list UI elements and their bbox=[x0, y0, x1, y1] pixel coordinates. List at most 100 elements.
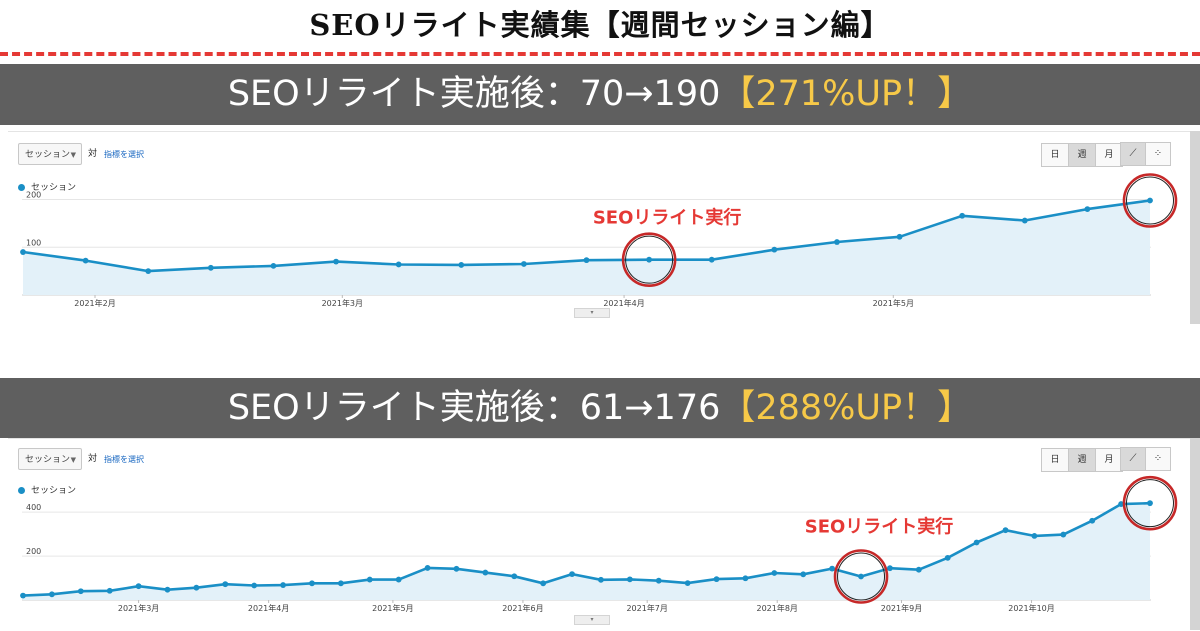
select-metric-link[interactable]: 指標を選択 bbox=[104, 455, 144, 464]
banner-2-highlight: 【288%UP！】 bbox=[720, 388, 973, 428]
data-point bbox=[164, 586, 171, 593]
scrollbar-2[interactable] bbox=[1190, 438, 1200, 630]
metric-select-label: セッション bbox=[25, 150, 71, 160]
data-point bbox=[834, 239, 840, 245]
data-point bbox=[1147, 500, 1153, 507]
legend-dot bbox=[18, 184, 25, 191]
chart-type-toggle: ⟋ ⁘ bbox=[1120, 447, 1171, 471]
x-tick-label: 2021年10月 bbox=[1008, 603, 1055, 613]
x-tick-label: 2021年6月 bbox=[502, 603, 543, 613]
x-tick-label: 2021年5月 bbox=[372, 603, 413, 613]
motion-chart-icon[interactable]: ⁘ bbox=[1145, 447, 1171, 471]
data-point bbox=[1031, 532, 1038, 539]
line-chart-icon[interactable]: ⟋ bbox=[1120, 142, 1146, 166]
data-point bbox=[800, 571, 807, 578]
data-point bbox=[959, 212, 966, 219]
series-area bbox=[23, 200, 1150, 295]
x-tick-label: 2021年4月 bbox=[248, 603, 289, 613]
highlight-circle bbox=[1122, 173, 1178, 228]
legend-dot bbox=[18, 487, 25, 494]
data-point bbox=[511, 573, 518, 580]
data-point bbox=[742, 575, 749, 582]
view-week-button[interactable]: 週 bbox=[1068, 143, 1096, 167]
data-point bbox=[77, 588, 84, 595]
data-point bbox=[944, 554, 951, 561]
scrollbar-1[interactable] bbox=[1190, 131, 1200, 324]
series-line bbox=[22, 501, 1151, 597]
data-point bbox=[20, 249, 26, 255]
x-tick-label: 2021年3月 bbox=[322, 298, 363, 308]
title-divider bbox=[0, 52, 1200, 56]
data-point bbox=[684, 580, 691, 586]
data-point bbox=[540, 580, 547, 587]
view-day-button[interactable]: 日 bbox=[1041, 448, 1069, 472]
y-tick-label: 200 bbox=[26, 191, 41, 200]
chart-type-toggle: ⟋ ⁘ bbox=[1120, 142, 1171, 166]
data-point bbox=[708, 256, 715, 263]
highlight-circle-inner bbox=[625, 235, 674, 284]
banner-1-highlight: 【271%UP！】 bbox=[720, 74, 973, 114]
view-month-button[interactable]: 月 bbox=[1095, 143, 1123, 167]
highlight-circle-inner bbox=[1126, 479, 1174, 528]
metric-select[interactable]: セッション ▼ bbox=[18, 448, 82, 470]
x-tick-label: 2021年9月 bbox=[881, 603, 922, 613]
data-point bbox=[569, 571, 575, 577]
data-point bbox=[1060, 531, 1067, 538]
highlight-circle-inner bbox=[837, 552, 886, 601]
y-tick-label: 400 bbox=[26, 503, 41, 512]
legend: セッション bbox=[18, 483, 76, 496]
analytics-panel-1: セッション ▼ 対 指標を選択 セッション 日 週 月 ⟋ ⁘ 200 100 20… bbox=[8, 131, 1190, 325]
y-tick-label: 100 bbox=[26, 238, 41, 247]
series-area bbox=[23, 503, 1150, 600]
session-chart-1: 200 100 2021年2月 2021年3月 2021年4月 2021年5月 SEOリライ… bbox=[20, 173, 1178, 308]
data-point bbox=[713, 576, 720, 583]
data-point bbox=[395, 261, 402, 268]
data-point bbox=[145, 268, 152, 275]
vs-label: 対 bbox=[88, 454, 98, 464]
data-point bbox=[395, 576, 402, 583]
data-point bbox=[48, 591, 55, 598]
data-point bbox=[771, 570, 778, 576]
highlight-circle-inner bbox=[1126, 176, 1174, 225]
data-point bbox=[1147, 197, 1153, 204]
data-point bbox=[193, 584, 200, 591]
chevron-down-icon: ▼ bbox=[70, 456, 76, 464]
data-point bbox=[646, 256, 653, 263]
data-point bbox=[583, 257, 590, 264]
data-point bbox=[453, 565, 460, 572]
legend: セッション bbox=[18, 180, 76, 193]
motion-chart-icon[interactable]: ⁘ bbox=[1145, 142, 1171, 166]
highlight-circle bbox=[621, 232, 677, 287]
metric-select-label: セッション bbox=[25, 455, 71, 465]
page-title: SEOリライト実績集【週間セッション編】 bbox=[309, 8, 891, 42]
data-point bbox=[1021, 217, 1028, 224]
banner-2-text: SEOリライト実施後：61→176 bbox=[227, 388, 721, 428]
resize-handle[interactable]: ▾ bbox=[574, 308, 610, 318]
data-point bbox=[915, 566, 922, 573]
x-tick-label: 2021年5月 bbox=[873, 298, 914, 308]
data-point bbox=[251, 582, 258, 589]
data-point bbox=[771, 246, 778, 253]
highlight-circle bbox=[833, 549, 889, 604]
data-point bbox=[337, 580, 344, 587]
banner-1-text: SEOリライト実施後：70→190 bbox=[227, 74, 721, 114]
highlight-circle bbox=[1122, 475, 1178, 531]
analytics-panel-2: セッション ▼ 対 指標を選択 セッション 日 週 月 ⟋ ⁘ 400 200 20… bbox=[8, 438, 1190, 631]
data-point bbox=[1084, 206, 1091, 212]
y-tick-label: 200 bbox=[26, 547, 41, 556]
data-point bbox=[655, 577, 662, 584]
data-point bbox=[270, 262, 277, 269]
data-point bbox=[520, 261, 527, 267]
select-metric-link[interactable]: 指標を選択 bbox=[104, 150, 144, 159]
data-point bbox=[829, 565, 836, 572]
resize-handle[interactable]: ▾ bbox=[574, 615, 610, 625]
banner-1: SEOリライト実施後：70→190【271%UP！】 bbox=[0, 64, 1200, 125]
data-point bbox=[333, 258, 339, 265]
metric-select[interactable]: セッション ▼ bbox=[18, 143, 82, 165]
x-tick-label: 2021年3月 bbox=[118, 603, 159, 613]
data-point bbox=[626, 576, 633, 583]
banner-2: SEOリライト実施後：61→176【288%UP！】 bbox=[0, 378, 1200, 438]
data-point bbox=[106, 587, 113, 594]
data-point bbox=[887, 565, 893, 572]
chevron-down-icon: ▼ bbox=[70, 151, 76, 159]
